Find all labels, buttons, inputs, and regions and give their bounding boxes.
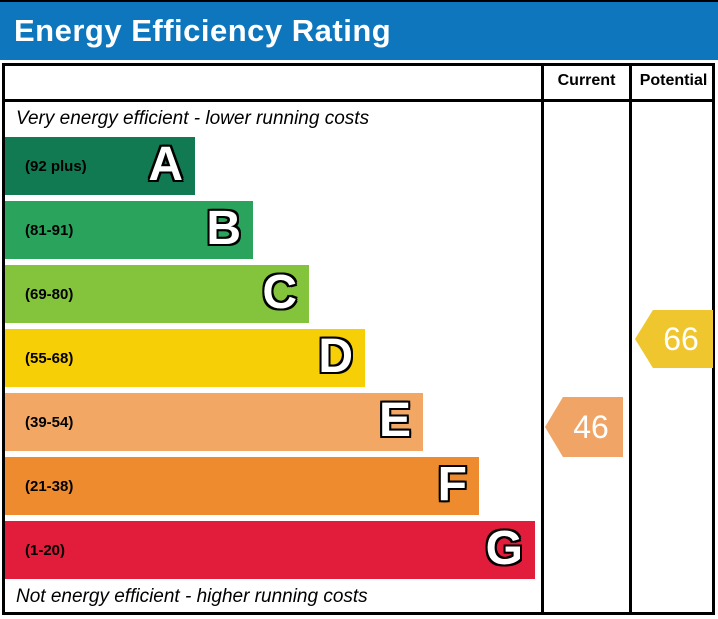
bottom-note: Not energy efficient - higher running co… <box>16 586 368 607</box>
top-note: Very energy efficient - lower running co… <box>16 108 370 129</box>
current-rating-arrow: 46 <box>545 397 623 457</box>
band-row-e: (39-54) E <box>5 393 423 451</box>
band-letter: E <box>378 394 411 448</box>
band-range-label: (69-80) <box>25 285 74 303</box>
band-row-c: (69-80) C <box>5 265 309 323</box>
band-row-b: (81-91) B <box>5 201 253 259</box>
current-rating-value: 46 <box>573 408 609 445</box>
band-letter: A <box>148 138 183 192</box>
current-column-divider <box>541 63 544 615</box>
band-range-label: (39-54) <box>25 413 74 431</box>
page-title: Energy Efficiency Rating <box>14 13 392 48</box>
potential-rating-value: 66 <box>663 320 699 357</box>
potential-column-divider <box>629 63 632 615</box>
top-border-line <box>0 0 718 2</box>
band-range-label: (81-91) <box>25 221 74 239</box>
band-row-g: (1-20) G <box>5 521 535 579</box>
band-letter: C <box>262 266 297 320</box>
band-range-label: (1-20) <box>25 541 66 559</box>
title-bar: Energy Efficiency Rating <box>0 2 718 60</box>
potential-rating-arrow: 66 <box>635 310 713 368</box>
band-range-label: (21-38) <box>25 477 74 495</box>
band-letter: G <box>485 522 523 576</box>
band-row-a: (92 plus) A <box>5 137 195 195</box>
band-row-f: (21-38) F <box>5 457 479 515</box>
band-range-label: (92 plus) <box>25 157 87 175</box>
band-letter: F <box>437 458 467 512</box>
column-header-potential: Potential <box>639 72 708 89</box>
band-letter: D <box>318 330 353 384</box>
band-row-d: (55-68) D <box>5 329 365 387</box>
band-letter: B <box>206 202 241 256</box>
band-range-label: (55-68) <box>25 349 74 367</box>
header-row-divider <box>2 99 715 102</box>
column-header-current: Current <box>557 72 616 89</box>
